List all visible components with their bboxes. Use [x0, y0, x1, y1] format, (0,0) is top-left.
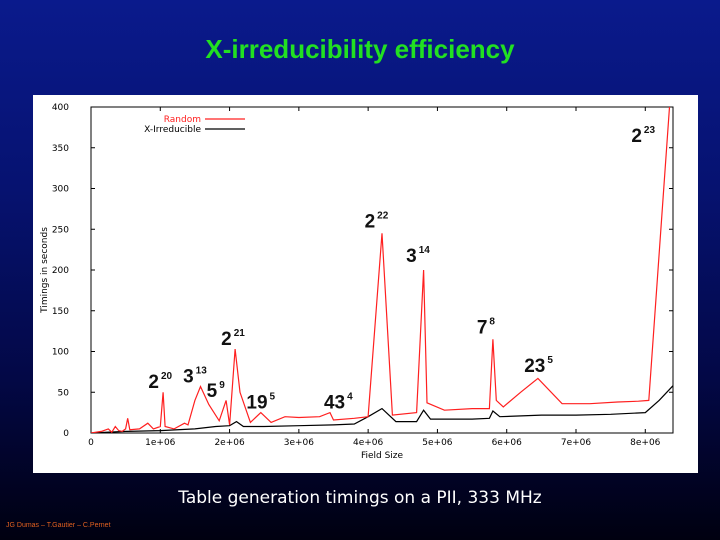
x-tick-label: 4e+06 [353, 438, 384, 448]
peak-annotation: 2 23 [631, 125, 655, 147]
credits: JG Dumas – T.Gautier – C.Pernet [6, 522, 111, 529]
x-axis-label: Field Size [361, 451, 404, 461]
slide-subtitle: Table generation timings on a PII, 333 M… [178, 488, 542, 508]
axes-frame: 0 1e+06 2e+06 3e+06 4e+06 5e+06 6e+06 7e+06 8e+0… [52, 103, 674, 448]
y-tick-label: 250 [52, 225, 69, 235]
y-tick-label: 300 [52, 185, 69, 195]
x-tick-label: 6e+06 [492, 438, 523, 448]
chart-panel: 0 1e+06 2e+06 3e+06 4e+06 5e+06 6e+06 7e+06 8e+0… [33, 95, 698, 473]
peak-annotation: 43 4 [324, 392, 353, 414]
line-chart: 0 1e+06 2e+06 3e+06 4e+06 5e+06 6e+06 7e+06 8e+0… [40, 103, 674, 461]
y-tick-label: 200 [52, 266, 69, 276]
y-tick-label: 150 [52, 307, 69, 317]
x-tick-label: 2e+06 [214, 438, 245, 448]
peak-annotation: 23 5 [524, 355, 553, 377]
y-tick-label: 0 [63, 429, 69, 439]
y-axis-label: Timings in seconds [40, 227, 50, 314]
peak-annotation: 2 22 [365, 211, 389, 233]
y-tick-label: 400 [52, 103, 69, 113]
peak-annotation: 2 21 [221, 328, 245, 350]
slide-title: X-irreducibility efficiency [205, 34, 515, 64]
x-tick-label: 7e+06 [561, 438, 592, 448]
plot-frame [90, 106, 674, 434]
legend-label: Random [164, 115, 201, 125]
peak-annotation: 3 14 [406, 245, 430, 267]
series-line-x-irreducible [91, 385, 673, 433]
peak-annotation: 19 5 [246, 392, 275, 414]
x-tick-label: 3e+06 [284, 438, 315, 448]
x-tick-label: 5e+06 [422, 438, 453, 448]
series-lines [91, 107, 673, 433]
peak-annotation: 3 13 [183, 365, 207, 387]
y-tick-label: 350 [52, 144, 69, 154]
legend-label: X-Irreducible [144, 125, 201, 135]
y-tick-label: 50 [58, 388, 70, 398]
x-tick-label: 1e+06 [145, 438, 176, 448]
peak-annotation: 2 20 [148, 371, 172, 393]
x-tick-label: 0 [88, 438, 94, 448]
y-tick-label: 100 [52, 348, 69, 358]
x-tick-label: 8e+06 [630, 438, 661, 448]
annotations: 2 20 3 135 9 2 21 19 5 43 4 2 22 3 14 7 8 23 5 2 23 [148, 125, 655, 414]
series-line-random [91, 107, 671, 433]
